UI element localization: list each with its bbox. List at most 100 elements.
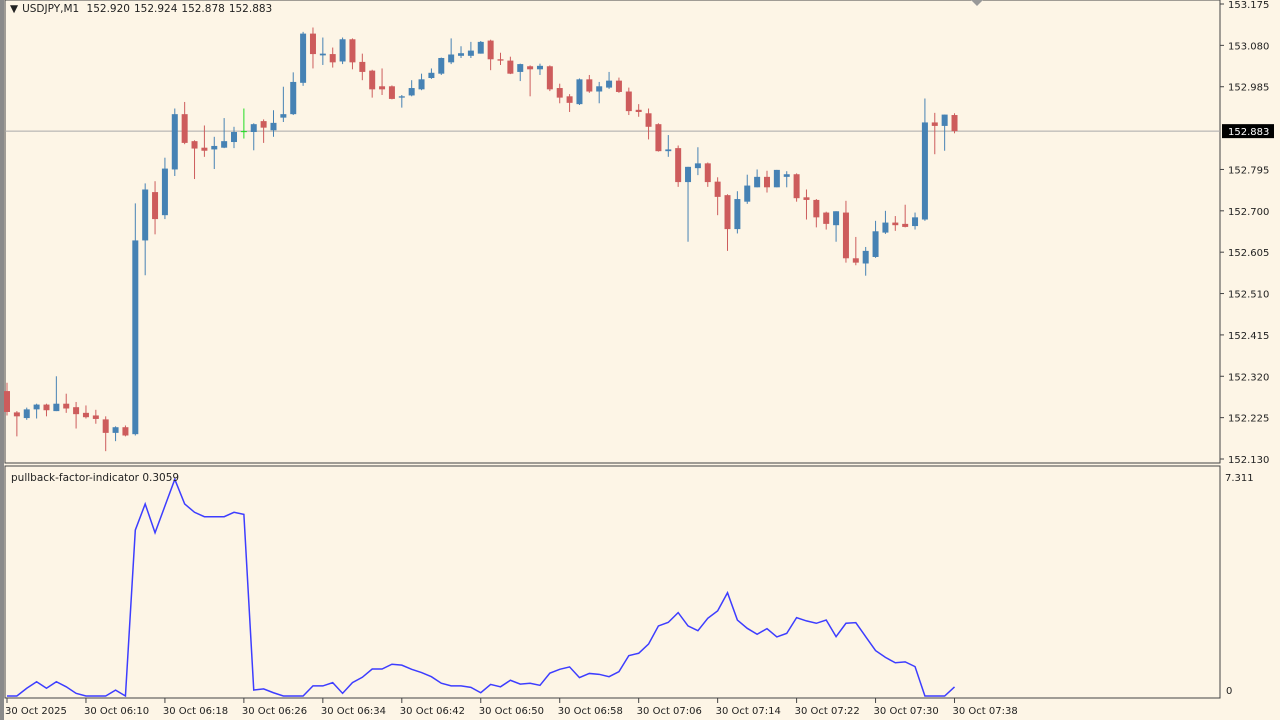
collapse-triangle-icon[interactable]: ▼ [10,3,19,15]
candle [566,94,573,112]
main-pane-frame [4,0,1221,464]
candle-body [665,149,672,152]
candle [428,68,435,79]
candle-body [329,54,336,63]
candle-body [428,72,435,79]
price-tick-label: 153.175 [1228,0,1269,11]
indicator-plot [7,477,956,698]
candle [546,65,553,92]
candle-body [527,66,534,70]
time-tick-label: 30 Oct 06:26 [242,706,307,717]
candle [388,85,395,100]
candle-body [862,250,869,264]
candle-body [625,91,632,112]
candle-body [349,39,356,63]
candle [122,425,129,437]
candle [872,220,879,258]
candle [161,157,168,220]
candle [536,63,543,75]
candle-body [467,50,474,56]
candle [517,63,524,82]
candle-body [448,54,455,63]
candle-body [704,163,711,183]
candle [823,211,830,230]
symbol-label: USDJPY,M1 [22,3,80,15]
candle-body [82,412,89,418]
candle-body [92,415,99,419]
chart-shift-marker-icon[interactable] [971,0,983,6]
price-tick-label: 152.415 [1228,331,1269,342]
candle [596,81,603,104]
candle-body [586,79,593,92]
candle-body [754,176,761,188]
candle [694,147,701,176]
candle [448,38,455,65]
candle [586,74,593,93]
candle [329,47,336,68]
candle-body [63,403,70,409]
candle [319,37,326,65]
candle-body [773,169,780,188]
candle [171,108,178,176]
candle [902,204,909,228]
candle [152,181,159,235]
candle-body [556,88,563,98]
candle-body [694,163,701,169]
candle-body [418,79,425,90]
candle-body [675,148,682,183]
candle [260,119,267,143]
candle [53,376,60,412]
candle-body [833,211,840,226]
open-price: 152.920 [86,3,130,15]
candle [606,71,613,89]
candle [477,41,484,54]
candle [270,110,277,137]
candle-body [43,404,50,411]
candle-body [132,240,139,435]
candle-body [892,222,899,226]
candle [714,177,721,216]
candle [615,77,622,93]
time-tick-label: 30 Oct 06:18 [163,706,228,717]
candle-body [53,403,60,412]
candle [763,170,770,193]
candle-body [912,217,919,227]
candle-body [23,409,30,419]
candle-body [803,197,810,200]
time-tick-label: 30 Oct 2025 [5,706,67,717]
candle-body [566,96,573,103]
candle [744,174,751,204]
candle [507,56,514,75]
candle-body [536,65,543,70]
close-price: 152.883 [228,3,273,15]
time-tick-label: 30 Oct 07:30 [874,706,939,717]
candle [941,114,948,151]
candle-body [685,166,692,183]
low-price: 152.878 [181,3,225,15]
candle [655,123,662,152]
candle-body [211,145,218,150]
candle [645,108,652,140]
candle [458,46,465,58]
indicator-min-label: 0 [1226,686,1232,697]
candle [842,200,849,263]
candle [13,411,20,437]
candle [783,171,790,188]
candle-body [398,96,405,98]
candle [280,86,287,122]
candle [142,183,149,276]
indicator-header: pullback-factor-indicator 0.3059 [11,472,179,484]
candle [290,72,297,116]
candle [931,112,938,155]
candle [724,194,731,251]
price-tick-label: 152.605 [1228,248,1269,259]
candle-body [872,231,879,257]
candle-body [408,88,415,96]
candle [191,140,198,180]
candle [773,169,780,188]
time-tick-label: 30 Oct 06:42 [400,706,465,717]
candle-body [951,115,958,132]
candle [467,41,474,58]
candle-body [161,168,168,216]
